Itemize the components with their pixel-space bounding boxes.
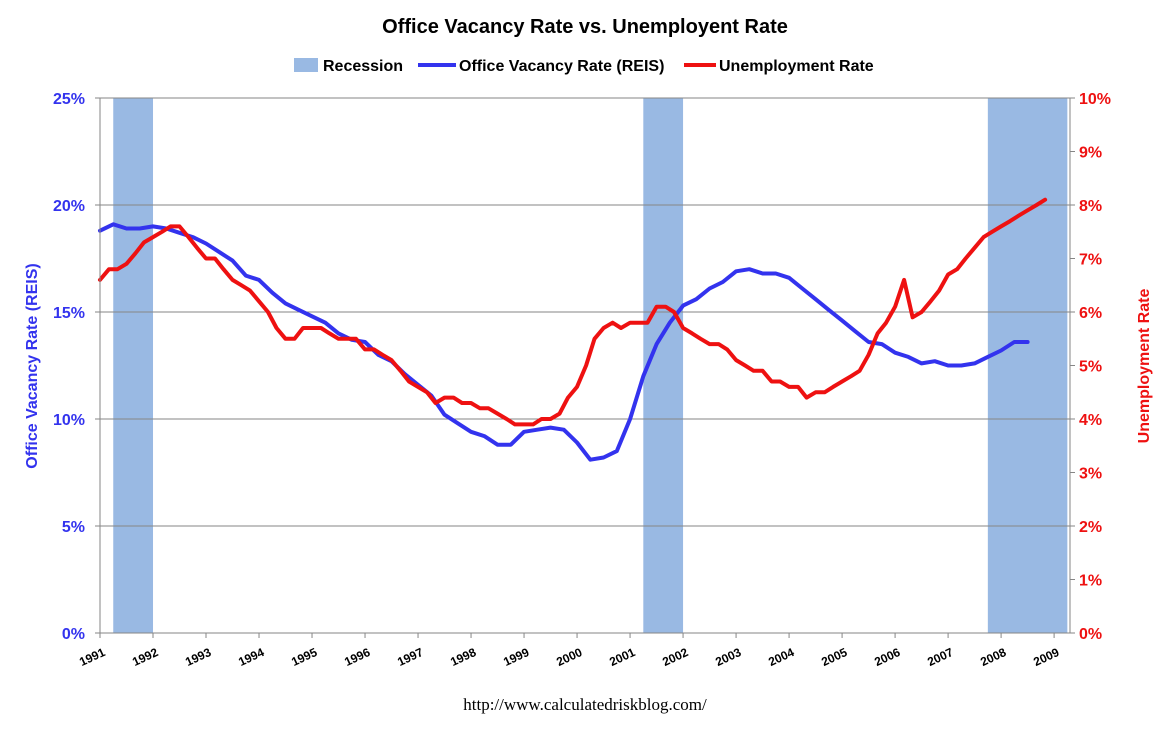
right-tick-label: 0% [1079, 626, 1102, 643]
x-tick-label: 2002 [660, 645, 690, 669]
left-tick-label: 25% [53, 91, 85, 108]
x-tick-label: 2003 [713, 645, 743, 669]
x-tick-label: 2009 [1031, 645, 1061, 669]
x-tick-label: 2000 [554, 645, 584, 669]
right-tick-label: 2% [1079, 519, 1102, 536]
x-tick-label: 1994 [236, 645, 266, 669]
x-tick-label: 2008 [978, 645, 1008, 669]
source-url: http://www.calculatedriskblog.com/ [463, 695, 707, 714]
right-tick-label: 3% [1079, 466, 1102, 483]
right-tick-label: 10% [1079, 91, 1111, 108]
x-tick-label: 1998 [448, 645, 478, 669]
right-tick-label: 7% [1079, 252, 1102, 269]
x-tick-label: 1997 [395, 645, 425, 669]
right-axis-title: Unemployment Rate [1136, 289, 1153, 444]
x-tick-label: 1991 [77, 645, 107, 669]
recession-bands [113, 98, 1068, 633]
legend-swatch-recession [294, 58, 318, 72]
recession-band-3 [987, 98, 1068, 633]
right-tick-label: 1% [1079, 573, 1102, 590]
left-tick-label: 10% [53, 412, 85, 429]
left-tick-label: 15% [53, 305, 85, 322]
right-tick-label: 8% [1079, 198, 1102, 215]
x-tick-label: 1995 [289, 645, 319, 669]
x-tick-label: 2006 [872, 645, 902, 669]
x-tick-label: 2004 [766, 645, 796, 669]
x-tick-label: 1992 [130, 645, 160, 669]
legend-label-recession: Recession [323, 58, 403, 75]
x-tick-label: 1999 [501, 645, 531, 669]
x-tick-label: 2005 [819, 645, 849, 669]
left-axis-title: Office Vacancy Rate (REIS) [24, 263, 41, 468]
recession-band-2 [643, 98, 684, 633]
legend-label-unemployment: Unemployment Rate [719, 58, 874, 75]
unemployment-line [98, 197, 1048, 427]
right-tick-label: 6% [1079, 305, 1102, 322]
right-tick-label: 9% [1079, 145, 1102, 162]
x-tick-label: 1993 [183, 645, 213, 669]
x-tick-label: 1996 [342, 645, 372, 669]
legend-label-vacancy: Office Vacancy Rate (REIS) [459, 58, 664, 75]
right-tick-label: 5% [1079, 359, 1102, 376]
chart-title: Office Vacancy Rate vs. Unemployent Rate [382, 16, 788, 38]
series-lines [98, 197, 1048, 462]
right-tick-label: 4% [1079, 412, 1102, 429]
left-tick-label: 0% [62, 626, 85, 643]
left-tick-label: 20% [53, 198, 85, 215]
legend: Recession Office Vacancy Rate (REIS) Une… [294, 58, 874, 75]
left-tick-label: 5% [62, 519, 85, 536]
x-tick-label: 2001 [607, 645, 637, 669]
recession-band-1 [113, 98, 154, 633]
x-tick-label: 2007 [925, 645, 955, 669]
